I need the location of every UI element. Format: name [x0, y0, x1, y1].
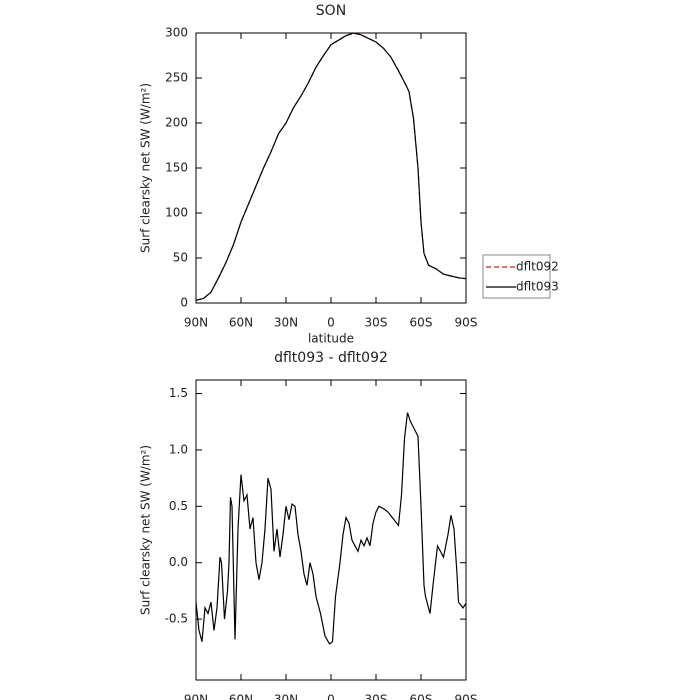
x-tick-label: 90S: [455, 316, 478, 330]
y-tick-label: 300: [165, 26, 188, 40]
x-tick-label: 30S: [365, 316, 388, 330]
chart-title: dflt093 - dflt092: [274, 350, 388, 366]
legend-label: dflt092: [516, 260, 559, 274]
y-tick-label: 100: [165, 206, 188, 220]
y-tick-label: 50: [173, 251, 188, 265]
x-tick-label: 60N: [229, 693, 253, 700]
y-axis-label: Surf clearsky net SW (W/m²): [139, 445, 153, 615]
y-tick-label: -0.5: [165, 612, 188, 626]
y-tick-label: 0.0: [169, 555, 188, 569]
y-tick-label: 1.5: [169, 386, 188, 400]
x-tick-label: 0: [327, 316, 335, 330]
x-tick-label: 90N: [184, 316, 208, 330]
x-tick-label: 60S: [410, 316, 433, 330]
y-tick-label: 200: [165, 116, 188, 130]
plot-frame: [195, 379, 467, 681]
legend-box: [482, 254, 551, 299]
series-line: [195, 412, 467, 645]
legend-label: dflt093: [516, 280, 559, 294]
y-tick-label: 1.0: [169, 442, 188, 456]
x-axis-label: latitude: [308, 332, 354, 346]
y-axis-label: Surf clearsky net SW (W/m²): [139, 83, 153, 253]
x-tick-label: 60N: [229, 316, 253, 330]
x-tick-label: 30S: [365, 693, 388, 700]
plot-frame: [195, 32, 467, 304]
y-tick-label: 150: [165, 161, 188, 175]
series-line: [195, 32, 467, 301]
y-tick-label: 0.5: [169, 499, 188, 513]
x-tick-label: 30N: [274, 316, 298, 330]
x-tick-label: 90S: [455, 693, 478, 700]
x-tick-label: 0: [327, 693, 335, 700]
y-tick-label: 250: [165, 71, 188, 85]
y-tick-label: 0: [180, 296, 188, 310]
x-tick-label: 30N: [274, 693, 298, 700]
chart-title: SON: [316, 3, 346, 19]
x-tick-label: 60S: [410, 693, 433, 700]
series-line: [195, 32, 467, 301]
x-tick-label: 90N: [184, 693, 208, 700]
